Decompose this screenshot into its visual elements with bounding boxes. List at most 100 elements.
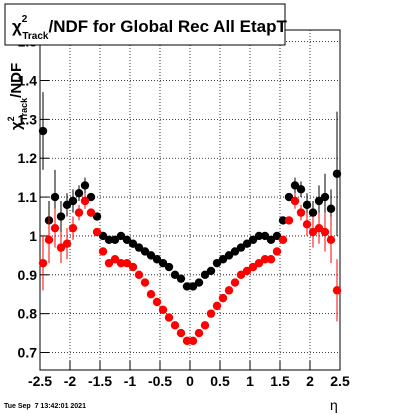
data-point	[266, 255, 276, 264]
data-point	[332, 286, 342, 295]
y-label-sub: Track	[19, 97, 29, 122]
data-point	[218, 293, 228, 303]
data-point	[278, 216, 288, 225]
data-point	[80, 196, 90, 206]
data-point	[80, 181, 90, 190]
data-point	[248, 262, 258, 272]
title-main: /NDF for Global Rec All EtapT	[49, 17, 288, 36]
data-point	[224, 286, 234, 295]
data-point	[260, 231, 270, 241]
data-point	[140, 278, 150, 287]
data-point	[62, 200, 72, 210]
data-point	[254, 231, 264, 241]
data-point	[290, 181, 300, 190]
data-point	[170, 270, 180, 279]
data-point	[266, 235, 276, 245]
data-point	[158, 305, 168, 314]
data-point	[188, 336, 198, 346]
data-point	[212, 301, 222, 311]
title-box	[4, 3, 286, 46]
x-tick-label: 2.5	[330, 373, 350, 389]
data-point	[158, 258, 168, 268]
data-point	[68, 196, 78, 206]
data-point	[68, 223, 78, 233]
data-point	[194, 278, 204, 287]
chart-title: χ2 Track/NDF for Global Rec All EtapT	[12, 14, 287, 42]
x-tick-label: -2.5	[28, 373, 52, 389]
title-sub: Track	[22, 31, 49, 42]
data-point	[116, 231, 126, 241]
x-axis-label: η	[330, 397, 338, 413]
data-point	[326, 235, 336, 245]
x-tick-label: 0.5	[210, 373, 230, 389]
y-tick-label: 0.8	[18, 306, 38, 322]
data-point	[242, 239, 252, 248]
y-label-main: /NDF	[8, 63, 25, 98]
data-point	[92, 212, 102, 221]
data-point	[320, 192, 330, 202]
data-point	[236, 270, 246, 279]
data-point	[302, 220, 312, 229]
data-point	[56, 243, 66, 252]
data-point	[284, 192, 294, 202]
data-point	[308, 208, 318, 217]
data-point	[200, 270, 210, 279]
data-point	[146, 251, 156, 260]
data-point	[218, 255, 228, 264]
y-axis-label: χ2 Track/NDF	[6, 63, 29, 130]
y-tick-label: 1.4	[18, 73, 38, 89]
data-point	[182, 336, 192, 346]
data-point	[152, 255, 162, 264]
data-point	[44, 235, 54, 245]
data-point	[56, 212, 66, 221]
data-point	[164, 313, 174, 322]
y-tick-label: 1.2	[18, 150, 38, 166]
data-point	[290, 196, 300, 206]
data-point	[182, 282, 192, 291]
data-point	[110, 235, 120, 245]
data-point	[278, 235, 288, 245]
data-point	[146, 290, 156, 299]
data-point	[308, 227, 318, 237]
y-tick-label: 1	[29, 228, 37, 244]
y-tick-label: 0.9	[18, 267, 38, 283]
data-point	[74, 189, 84, 198]
footer-date: Tue Sep 7 13:42:01 2021	[4, 403, 86, 410]
data-point	[206, 266, 216, 276]
data-point	[98, 247, 108, 256]
data-point	[134, 243, 144, 252]
x-tick-label: 2	[306, 373, 314, 389]
data-point	[50, 192, 60, 202]
y-tick-label: 1.1	[18, 189, 38, 205]
data-point	[116, 258, 126, 268]
y-label-symbol: χ	[8, 121, 25, 130]
data-point	[86, 208, 96, 217]
plot-area: -2.5 -2 -1.5 -1 -0.5 0 0.5 1 1.5 2 2.5 0.7 0.8 0.9 1 1.…	[18, 29, 350, 389]
data-point	[128, 262, 138, 272]
data-point	[212, 258, 222, 268]
data-point	[254, 258, 264, 268]
data-point	[98, 231, 108, 241]
data-point	[164, 262, 174, 272]
data-point	[50, 223, 60, 233]
data-point	[188, 282, 198, 291]
data-point	[104, 258, 114, 268]
data-point	[110, 255, 120, 264]
data-point	[194, 328, 204, 338]
data-point	[140, 247, 150, 256]
y-tick-label: 0.7	[18, 345, 38, 361]
data-point	[272, 231, 282, 241]
data-point	[176, 274, 186, 283]
x-tick-label: -1.5	[88, 373, 112, 389]
data-point	[74, 208, 84, 217]
x-tick-label: 1.5	[270, 373, 290, 389]
data-point	[314, 223, 324, 233]
data-point	[176, 328, 186, 338]
x-tick-label: -1	[124, 373, 137, 389]
x-tick-label: 1	[246, 373, 254, 389]
data-point	[92, 227, 102, 237]
data-point	[134, 270, 144, 279]
data-point	[86, 192, 96, 202]
data-point	[332, 169, 342, 178]
